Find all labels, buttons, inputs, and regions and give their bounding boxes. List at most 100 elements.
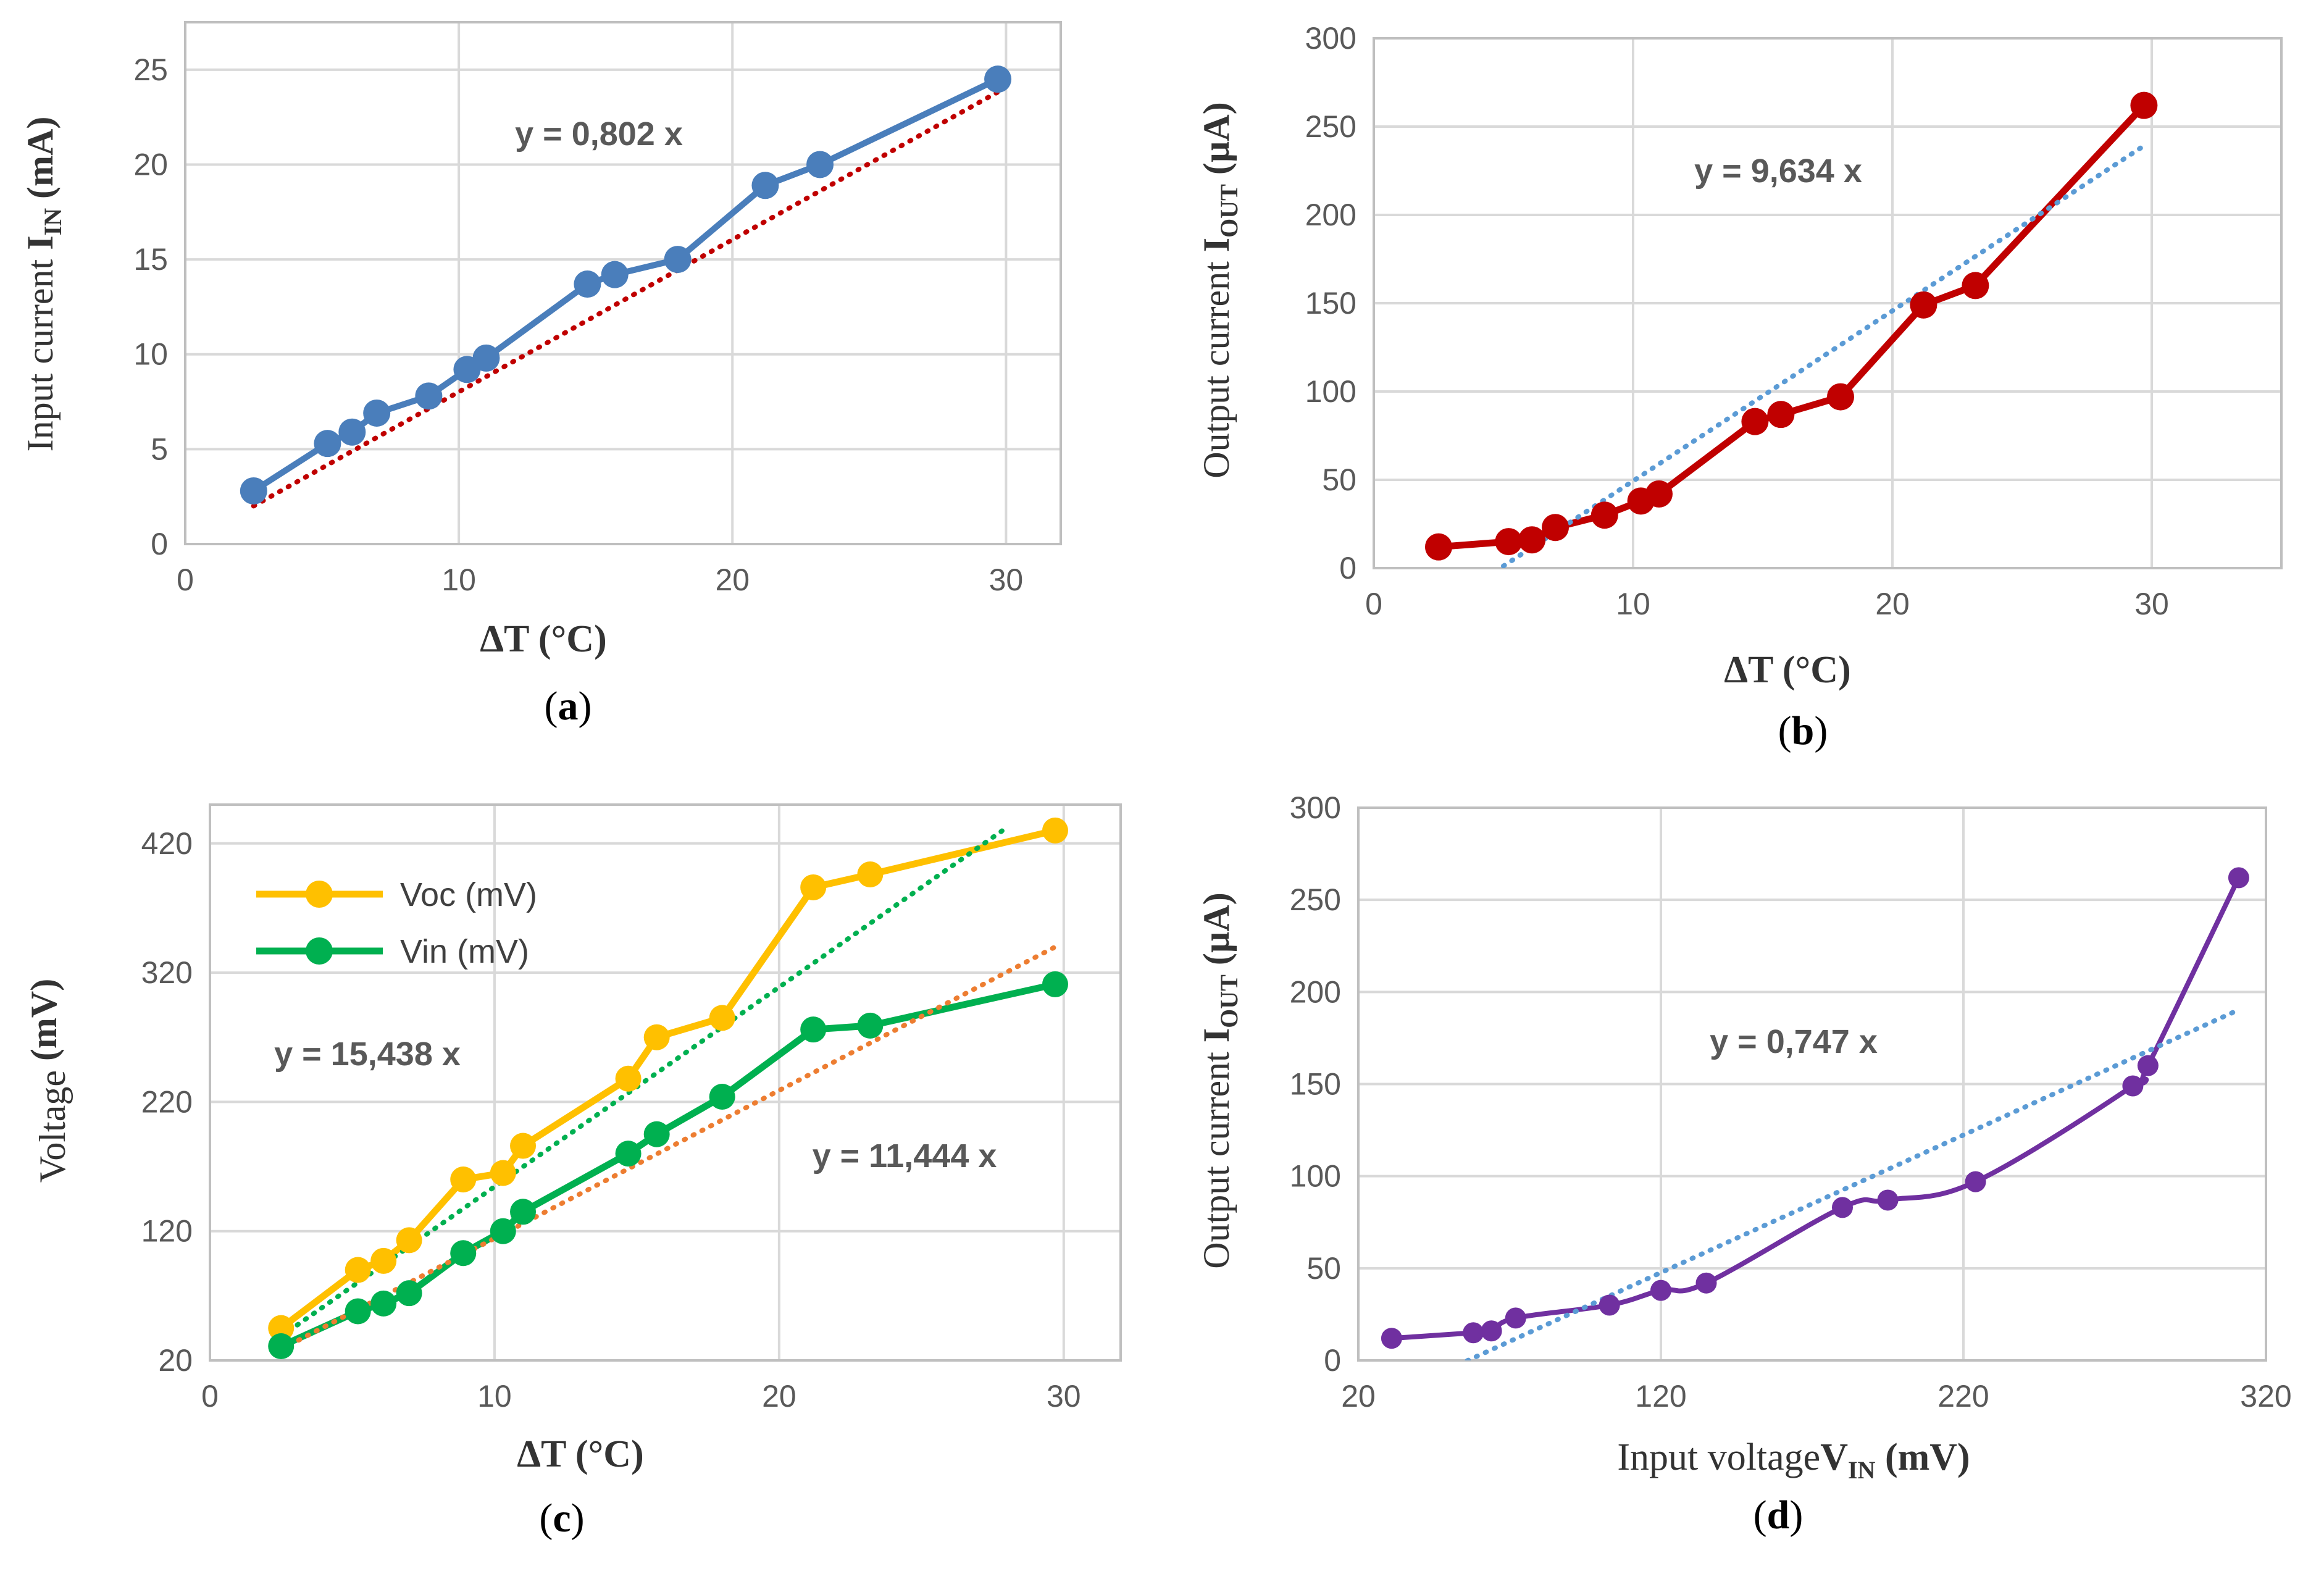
data-point-0-12 [2228, 867, 2249, 889]
data-point-0-0 [268, 1315, 295, 1341]
data-point-0-12 [2130, 91, 2158, 119]
data-point-0-11 [806, 151, 834, 178]
data-point-0-11 [2137, 1055, 2159, 1076]
data-point-1-0 [268, 1333, 295, 1359]
panel-label: (a) [545, 684, 592, 729]
data-point-1-10 [800, 1016, 827, 1043]
data-point-0-3 [1542, 514, 1569, 542]
y-axis-title-sub: OUT [1215, 184, 1243, 238]
y-tick-label: 120 [141, 1214, 193, 1249]
plot-frame [1357, 806, 2267, 1362]
data-point-0-6 [510, 1133, 537, 1159]
y-tick-label: 100 [1305, 374, 1356, 409]
plot-frame [209, 803, 1122, 1362]
data-point-0-9 [1965, 1171, 1986, 1192]
y-tick-label: 0 [1339, 551, 1356, 585]
y-tick-label: 50 [1306, 1251, 1341, 1286]
data-point-0-0 [240, 477, 267, 505]
data-point-0-1 [1463, 1322, 1484, 1344]
data-point-0-3 [396, 1227, 422, 1254]
data-point-0-3 [1505, 1307, 1526, 1329]
plot-frame [184, 21, 1062, 545]
data-point-1-2 [370, 1290, 397, 1317]
y-tick-label: 10 [133, 337, 168, 372]
x-axis-title-main: V [1820, 1436, 1848, 1478]
y-tick-label: 15 [133, 242, 168, 277]
data-point-0-10 [751, 172, 779, 199]
chart-d: 0 50 100 150 200 250 300 20 120 220 320 Input volta… [1196, 790, 2292, 1538]
panel-label-part: ( [539, 1496, 553, 1541]
x-axis-title: ΔT (°C) [480, 618, 606, 660]
x-tick-label: 0 [1365, 587, 1382, 621]
x-tick-label: 20 [1875, 587, 1910, 621]
y-tick-label: 300 [1290, 790, 1341, 825]
x-axis-title-prefix: Input voltage [1617, 1436, 1820, 1478]
data-point-0-0 [1425, 533, 1452, 561]
data-point-0-2 [1481, 1320, 1502, 1342]
y-axis-title-prefix: Input current [20, 250, 61, 452]
panel-label-part: ) [1814, 708, 1828, 753]
y-tick-label: 25 [133, 52, 168, 87]
data-point-0-5 [1650, 1280, 1671, 1301]
x-tick-label: 20 [762, 1379, 796, 1414]
data-point-0-9 [709, 1005, 735, 1031]
data-point-0-9 [664, 246, 692, 274]
x-tick-label: 320 [2240, 1379, 2291, 1414]
data-point-0-11 [1962, 272, 1989, 299]
y-axis-title-sub: IN [39, 208, 67, 236]
y-tick-label: 200 [1305, 198, 1356, 232]
legend-marker-0 [306, 881, 333, 908]
x-tick-label: 10 [1616, 587, 1650, 621]
data-point-0-0 [1381, 1328, 1402, 1349]
data-point-1-1 [345, 1298, 371, 1325]
data-point-0-10 [1910, 291, 1937, 319]
trendline-0 [251, 90, 1001, 509]
x-tick-label: 30 [989, 563, 1024, 597]
plot-frame [1373, 37, 2283, 569]
y-tick-label: 0 [1324, 1343, 1341, 1378]
x-tick-label: 220 [1937, 1379, 1989, 1414]
data-point-0-7 [1832, 1197, 1853, 1218]
trendline-equation-0: y = 0,747 x [1710, 1023, 1878, 1060]
x-axis-title-sub: IN [1848, 1456, 1876, 1484]
y-axis-title-prefix: Output current [1196, 1042, 1237, 1269]
x-tick-label: 0 [177, 563, 194, 597]
trendline-equation-0: y = 15,438 x [274, 1036, 461, 1073]
trendline-equation-0: y = 0,802 x [515, 115, 683, 153]
data-point-1-8 [643, 1121, 670, 1147]
trendline-1 [278, 944, 1058, 1352]
trendline-0 [1501, 143, 2147, 568]
panel-label: (d) [1753, 1493, 1804, 1538]
y-tick-label: 250 [1290, 882, 1341, 917]
panel-label-part: a [558, 684, 579, 729]
data-point-0-10 [2122, 1075, 2144, 1097]
y-axis-title: Voltage (mV) [23, 979, 73, 1183]
plot-content [1381, 867, 2249, 1360]
legend-marker-1 [306, 937, 333, 965]
data-point-0-9 [1827, 383, 1854, 411]
y-tick-label: 20 [133, 147, 168, 182]
trendline-0 [278, 825, 1009, 1339]
y-tick-label: 50 [1322, 463, 1356, 497]
data-point-0-1 [314, 430, 341, 458]
panel-label-part: d [1767, 1493, 1790, 1538]
x-axis-title: ΔT (°C) [517, 1433, 643, 1475]
data-point-0-7 [1741, 408, 1769, 435]
chart-c: 20 120 220 320 420 0 10 20 30 ΔT (°C) Voltage (mV)… [23, 803, 1122, 1541]
data-point-1-6 [510, 1199, 537, 1225]
x-axis-title: ΔT (°C) [1724, 649, 1850, 691]
data-point-1-5 [490, 1218, 516, 1244]
chart-b: 0 50 100 150 200 250 300 0 10 20 30 ΔT (°C) Output c… [1196, 21, 2283, 753]
data-point-1-9 [709, 1084, 735, 1110]
plot-content [240, 65, 1012, 509]
x-tick-label: 10 [441, 563, 476, 597]
data-point-0-1 [345, 1257, 371, 1283]
x-tick-label: 0 [201, 1379, 219, 1414]
data-point-1-11 [857, 1012, 884, 1039]
y-axis-title-sub: OUT [1215, 974, 1243, 1028]
data-point-0-6 [1695, 1272, 1717, 1294]
data-point-0-12 [984, 65, 1012, 93]
data-point-1-7 [615, 1141, 642, 1167]
data-point-0-5 [490, 1160, 516, 1186]
